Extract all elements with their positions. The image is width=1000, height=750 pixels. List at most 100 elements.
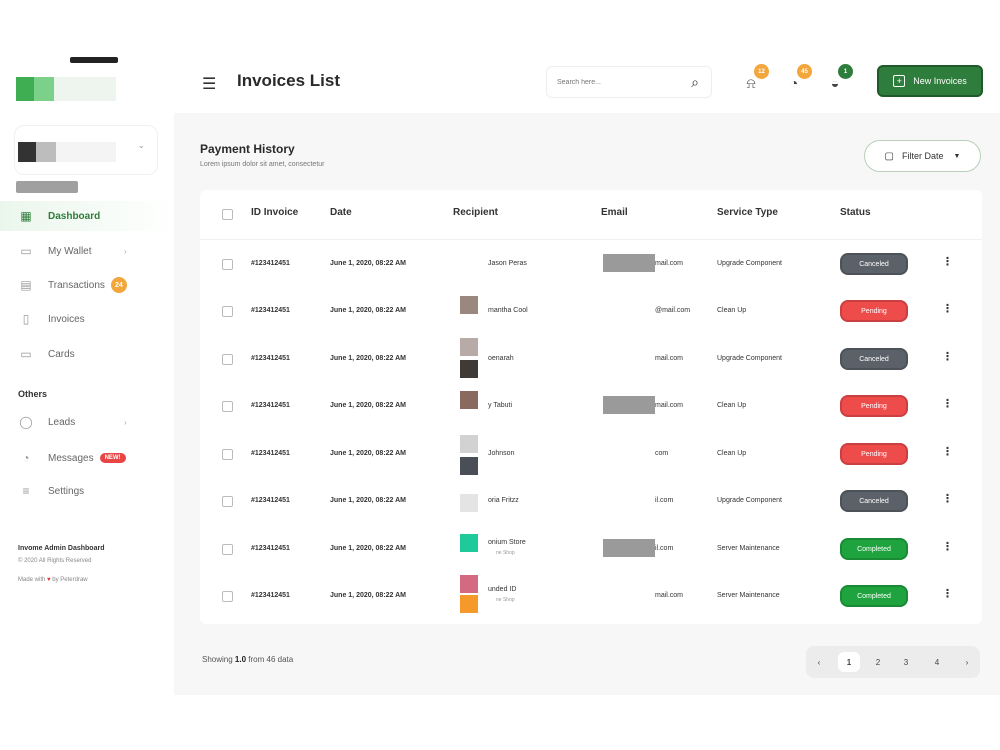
- filter-date-button[interactable]: ▢ Filter Date ▼: [864, 140, 981, 172]
- table-row[interactable]: #123412451 June 1, 2020, 08:22 AM oria Fri…: [200, 478, 982, 525]
- more-options-icon[interactable]: ⋮: [942, 541, 953, 553]
- recipient-subtitle: ne Shop: [496, 550, 515, 556]
- page-button-2[interactable]: 2: [875, 657, 881, 667]
- recipient-avatar: [460, 457, 478, 475]
- notification-count: 45: [797, 64, 812, 79]
- row-checkbox[interactable]: [222, 449, 233, 460]
- recipient-name: Jason Peras: [488, 260, 527, 267]
- search-input[interactable]: [557, 75, 667, 89]
- service-type: Clean Up: [717, 307, 747, 314]
- sidebar: ⌄ ▦ Dashboard ▭ My Wallet › ▤ Transactions 24 ▯ I…: [0, 55, 174, 695]
- table-row[interactable]: #123412451 June 1, 2020, 08:22 AM Jason Pe…: [200, 241, 982, 288]
- plus-icon: +: [893, 75, 906, 87]
- card-icon: ▭: [20, 347, 32, 361]
- service-type: Clean Up: [717, 402, 747, 409]
- column-header-date[interactable]: Date: [330, 207, 352, 218]
- column-header-id-invoice[interactable]: ID Invoice: [251, 207, 299, 218]
- email-redaction: [603, 254, 655, 272]
- invoice-date: June 1, 2020, 08:22 AM: [330, 592, 407, 599]
- invoice-date: June 1, 2020, 08:22 AM: [330, 450, 407, 457]
- table-row[interactable]: #123412451 June 1, 2020, 08:22 AM oenarah m…: [200, 336, 982, 383]
- wallet-icon: ▭: [20, 244, 32, 258]
- invoice-id: #123412451: [251, 307, 290, 314]
- more-options-icon[interactable]: ⋮: [942, 588, 953, 600]
- profile-card[interactable]: ⌄: [14, 125, 158, 175]
- more-options-icon[interactable]: ⋮: [942, 351, 953, 363]
- column-header-service-type[interactable]: Service Type: [717, 207, 778, 218]
- invoice-id: #123412451: [251, 592, 290, 599]
- sidebar-item-transactions[interactable]: ▤ Transactions 24: [0, 270, 174, 300]
- row-checkbox[interactable]: [222, 259, 233, 270]
- section-title: Payment History: [200, 142, 295, 156]
- more-options-icon[interactable]: ⋮: [942, 256, 953, 268]
- more-options-icon[interactable]: ⋮: [942, 446, 953, 458]
- showing-count: Showing 1.0 from 46 data: [202, 655, 294, 664]
- row-checkbox[interactable]: [222, 401, 233, 412]
- page-button-3[interactable]: 3: [903, 657, 909, 667]
- main-content: ☰ Invoices List ⌕ ⍾12◔45◒1 + New Invoice…: [174, 55, 1000, 695]
- row-checkbox[interactable]: [222, 354, 233, 365]
- others-section-title: Others: [18, 389, 48, 399]
- prev-page-button[interactable]: ‹: [817, 657, 821, 667]
- invoice-date: June 1, 2020, 08:22 AM: [330, 260, 407, 267]
- column-header-recipient[interactable]: Recipient: [453, 207, 499, 218]
- sidebar-item-messages[interactable]: ◔ Messages NEW!: [0, 443, 174, 473]
- service-type: Server Maintenance: [717, 592, 780, 599]
- recipient-name: mantha Cool: [488, 307, 528, 314]
- email-redaction: [603, 396, 655, 414]
- page-title: Invoices List: [237, 71, 340, 90]
- message-icon: ◔: [22, 451, 30, 465]
- sidebar-item-leads[interactable]: ◯ Leads ›: [0, 407, 174, 437]
- sidebar-item-dashboard[interactable]: ▦ Dashboard: [0, 201, 174, 231]
- row-checkbox[interactable]: [222, 591, 233, 602]
- recipient-avatar: [460, 534, 478, 552]
- select-all-checkbox[interactable]: [222, 209, 233, 220]
- recipient-email: il.com: [655, 545, 674, 552]
- status-badge: Completed: [840, 585, 908, 607]
- grid-icon: ▦: [20, 209, 32, 223]
- recipient-avatar: [460, 435, 478, 453]
- row-checkbox[interactable]: [222, 496, 233, 507]
- table-row[interactable]: #123412451 June 1, 2020, 08:22 AM unded ID…: [200, 573, 982, 620]
- pagination: ‹ 1 2 3 4 ›: [806, 646, 980, 678]
- table-row[interactable]: #123412451 June 1, 2020, 08:22 AM onium St…: [200, 526, 982, 573]
- search-box: ⌕: [546, 66, 712, 98]
- chevron-right-icon: ›: [124, 417, 127, 427]
- search-icon[interactable]: ⌕: [691, 74, 699, 90]
- bell-icon[interactable]: ⍾ 12: [740, 64, 769, 94]
- table-row[interactable]: #123412451 June 1, 2020, 08:22 AM y Tabuti…: [200, 383, 982, 430]
- more-options-icon[interactable]: ⋮: [942, 493, 953, 505]
- sidebar-badge: 24: [110, 277, 127, 293]
- row-checkbox[interactable]: [222, 544, 233, 555]
- app-window: ⌄ ▦ Dashboard ▭ My Wallet › ▤ Transactions 24 ▯ I…: [0, 55, 1000, 695]
- section-subtitle: Lorem ipsum dolor sit amet, consectetur: [200, 161, 325, 168]
- next-page-button[interactable]: ›: [965, 657, 969, 667]
- status-badge: Pending: [840, 443, 908, 465]
- sidebar-item-label: My Wallet: [48, 245, 92, 257]
- column-header-status[interactable]: Status: [840, 207, 871, 218]
- sidebar-badge: NEW!: [99, 453, 126, 463]
- page-button-4[interactable]: 4: [934, 657, 940, 667]
- sidebar-item-cards[interactable]: ▭ Cards: [0, 339, 174, 369]
- sidebar-item-invoices[interactable]: ▯ Invoices: [0, 304, 174, 334]
- sidebar-item-settings[interactable]: ≡ Settings: [0, 476, 174, 506]
- row-checkbox[interactable]: [222, 306, 233, 317]
- chat-icon[interactable]: ◔ 45: [783, 64, 812, 94]
- logo[interactable]: [16, 77, 116, 101]
- page-button-1[interactable]: 1: [838, 652, 860, 672]
- gift-icon[interactable]: ◒ 1: [824, 64, 853, 94]
- recipient-avatar: [460, 338, 478, 356]
- table-row[interactable]: #123412451 June 1, 2020, 08:22 AM Johnson c…: [200, 431, 982, 478]
- hamburger-menu-icon[interactable]: ☰: [202, 76, 217, 93]
- sidebar-item-my-wallet[interactable]: ▭ My Wallet ›: [0, 236, 174, 266]
- column-header-email[interactable]: Email: [601, 207, 628, 218]
- new-invoices-button[interactable]: + New Invoices: [877, 65, 983, 97]
- more-options-icon[interactable]: ⋮: [942, 398, 953, 410]
- invoice-date: June 1, 2020, 08:22 AM: [330, 402, 407, 409]
- gift-icon-glyph: ◒: [830, 75, 840, 91]
- table-row[interactable]: #123412451 June 1, 2020, 08:22 AM mantha C…: [200, 288, 982, 335]
- invoice-id: #123412451: [251, 545, 290, 552]
- chart-icon: ▤: [20, 278, 32, 292]
- recipient-email: mail.com: [655, 592, 684, 599]
- more-options-icon[interactable]: ⋮: [942, 303, 953, 315]
